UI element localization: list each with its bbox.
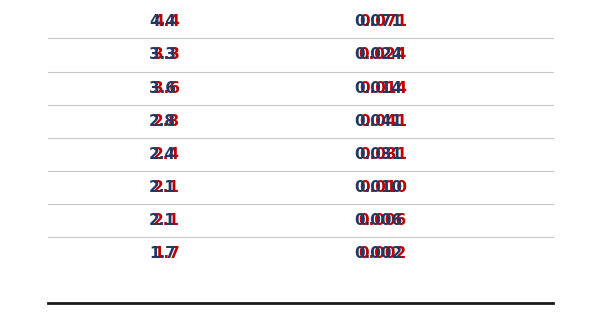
Text: 2.4: 2.4 <box>153 147 180 162</box>
Text: 0.006: 0.006 <box>359 213 407 228</box>
Text: 3.3: 3.3 <box>153 47 180 62</box>
Text: 0.071: 0.071 <box>355 14 403 29</box>
Text: 0.071: 0.071 <box>359 14 407 29</box>
Text: 0.014: 0.014 <box>355 80 403 96</box>
Text: 2.4: 2.4 <box>149 147 175 162</box>
Text: 2.8: 2.8 <box>153 114 180 129</box>
Text: 2.1: 2.1 <box>153 180 180 195</box>
Text: 0.041: 0.041 <box>355 114 403 129</box>
Text: 2.1: 2.1 <box>153 213 180 228</box>
Text: 0.010: 0.010 <box>359 180 407 195</box>
Text: 1.7: 1.7 <box>149 246 175 261</box>
Text: 0.010: 0.010 <box>355 180 403 195</box>
Text: 3.6: 3.6 <box>149 80 175 96</box>
Text: 0.006: 0.006 <box>355 213 403 228</box>
Text: 2.8: 2.8 <box>149 114 175 129</box>
Text: 0.041: 0.041 <box>359 114 407 129</box>
Text: 0.031: 0.031 <box>359 147 407 162</box>
Text: 0.024: 0.024 <box>359 47 407 62</box>
Text: 3.3: 3.3 <box>149 47 175 62</box>
Text: 4.4: 4.4 <box>153 14 180 29</box>
Text: 0.024: 0.024 <box>355 47 403 62</box>
Text: 2.1: 2.1 <box>149 213 175 228</box>
Text: 4.4: 4.4 <box>149 14 175 29</box>
Text: 2.1: 2.1 <box>149 180 175 195</box>
Text: 0.002: 0.002 <box>359 246 407 261</box>
Text: 1.7: 1.7 <box>153 246 180 261</box>
Text: 0.031: 0.031 <box>355 147 403 162</box>
Text: 0.014: 0.014 <box>359 80 407 96</box>
Text: 3.6: 3.6 <box>153 80 180 96</box>
Text: 0.002: 0.002 <box>355 246 403 261</box>
